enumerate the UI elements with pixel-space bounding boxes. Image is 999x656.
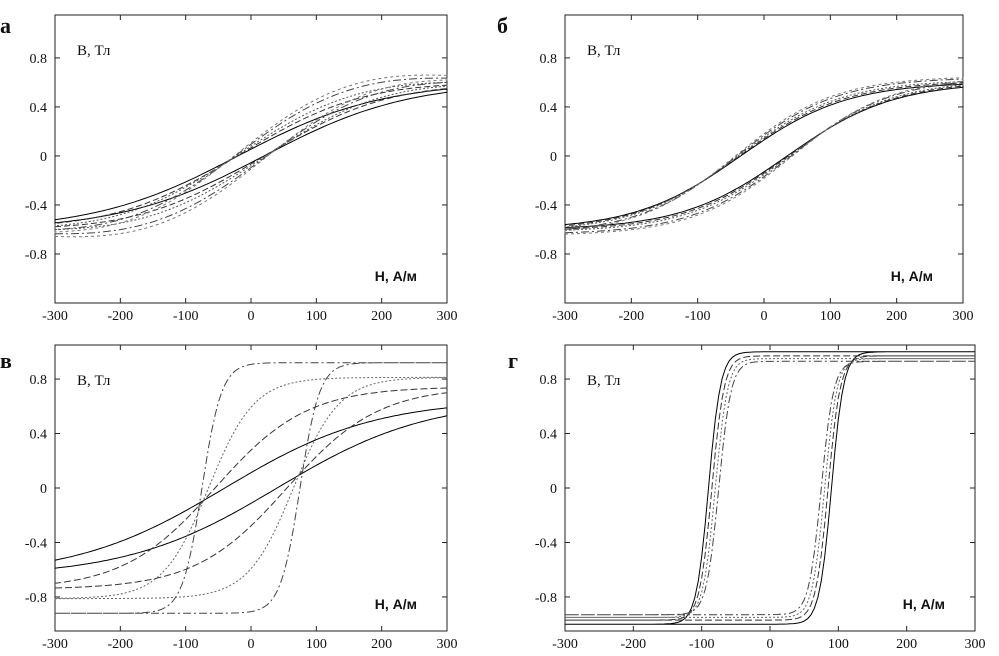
x-tick-label: 100 [828, 637, 849, 652]
hysteresis-loop-3 [54, 77, 448, 235]
y-tick-label: 0 [550, 482, 557, 497]
x-tick-label: 0 [761, 309, 768, 324]
panel-0: а -300 -200 -100 0 100 200 300 0.8 0.4 0 -0.4 -0.8 B,… [0, 13, 458, 324]
hysteresis-loop-1 [565, 355, 975, 621]
hysteresis-loop-0 [54, 88, 448, 224]
y-tick-label: 0 [40, 482, 47, 497]
y-tick-label: 0.8 [30, 373, 48, 388]
panel-label: в [0, 348, 12, 373]
x-tick-label: -200 [618, 309, 644, 324]
y-axis-label: B, Тл [77, 373, 111, 389]
x-tick-label: -300 [42, 637, 68, 652]
y-tick-label: 0 [40, 150, 47, 165]
x-tick-label: -300 [552, 309, 578, 324]
plot-frame [564, 14, 964, 304]
x-tick-label: -100 [685, 309, 711, 324]
hysteresis-loop-0 [565, 351, 975, 625]
hysteresis-loop-2 [565, 358, 975, 618]
hysteresis-loop-1 [564, 82, 964, 230]
plot-frame [54, 14, 448, 304]
panel-2: в -300 -200 -100 0 100 200 300 0.8 0.4 0 -0.4 -0.8 B,… [0, 344, 458, 652]
x-axis-label: H, А/м [375, 596, 417, 612]
y-tick-label: -0.8 [25, 591, 47, 606]
y-tick-label: -0.4 [535, 199, 557, 214]
y-axis-label: B, Тл [77, 43, 111, 59]
x-tick-label: 300 [437, 637, 458, 652]
plot-frame [564, 344, 976, 632]
x-tick-label: 200 [371, 637, 392, 652]
x-tick-label: 200 [886, 309, 907, 324]
y-tick-label: 0.4 [30, 101, 48, 116]
x-axis-label: H, А/м [903, 596, 945, 612]
y-tick-label: -0.4 [25, 536, 47, 551]
y-tick-label: -0.8 [535, 248, 557, 263]
hysteresis-loop-4 [564, 77, 964, 235]
panel-label: г [508, 348, 518, 373]
y-tick-label: 0.8 [30, 52, 48, 67]
x-tick-label: 100 [306, 637, 327, 652]
x-tick-label: 300 [953, 309, 974, 324]
y-tick-label: 0.8 [540, 373, 558, 388]
x-tick-label: 0 [767, 637, 774, 652]
x-tick-label: 0 [248, 637, 255, 652]
x-tick-label: -100 [173, 637, 199, 652]
hysteresis-loop-2 [564, 81, 964, 231]
x-tick-label: 100 [306, 309, 327, 324]
x-tick-label: 100 [820, 309, 841, 324]
x-tick-label: 0 [248, 309, 255, 324]
y-tick-label: 0 [550, 150, 557, 165]
y-tick-label: -0.8 [535, 591, 557, 606]
y-tick-label: 0.4 [30, 428, 48, 443]
x-tick-label: 200 [896, 637, 917, 652]
y-tick-label: 0.8 [540, 52, 558, 67]
y-tick-label: -0.4 [25, 199, 47, 214]
hysteresis-loop-4 [54, 74, 448, 238]
panel-label: а [0, 13, 11, 38]
x-tick-label: -100 [173, 309, 199, 324]
hysteresis-loop-3 [564, 78, 964, 234]
x-tick-label: -300 [552, 637, 578, 652]
x-tick-label: -200 [107, 637, 133, 652]
x-tick-label: -200 [107, 309, 133, 324]
x-tick-label: 300 [437, 309, 458, 324]
hysteresis-loop-0 [54, 407, 448, 569]
y-axis-label: B, Тл [587, 43, 621, 59]
panel-label: б [497, 13, 508, 38]
plot-frame [54, 344, 448, 632]
hysteresis-loop-1 [54, 84, 448, 228]
hysteresis-loop-0 [564, 83, 964, 229]
panel-3: г -300 -200 -100 0 100 200 300 0.8 0.4 0 -0.4 -0.8 B,… [508, 344, 986, 652]
x-tick-label: 200 [371, 309, 392, 324]
y-axis-label: B, Тл [587, 373, 621, 389]
y-tick-label: -0.4 [535, 536, 557, 551]
x-tick-label: -200 [620, 637, 646, 652]
x-axis-label: H, А/м [375, 268, 417, 284]
x-tick-label: 300 [965, 637, 986, 652]
y-tick-label: -0.8 [25, 248, 47, 263]
x-tick-label: -100 [689, 637, 715, 652]
hysteresis-loop-3 [565, 360, 975, 616]
x-tick-label: -300 [42, 309, 68, 324]
y-tick-label: 0.4 [540, 101, 558, 116]
hysteresis-loop-2 [54, 81, 448, 231]
hysteresis-loop-3 [55, 362, 447, 614]
panel-1: б -300 -200 -100 0 100 200 300 0.8 0.4 0 -0.4 -0.8 B,… [497, 13, 974, 324]
hysteresis-loop-2 [54, 376, 448, 600]
hysteresis-loop-1 [54, 387, 448, 589]
x-axis-label: H, А/м [891, 268, 933, 284]
y-tick-label: 0.4 [540, 428, 558, 443]
